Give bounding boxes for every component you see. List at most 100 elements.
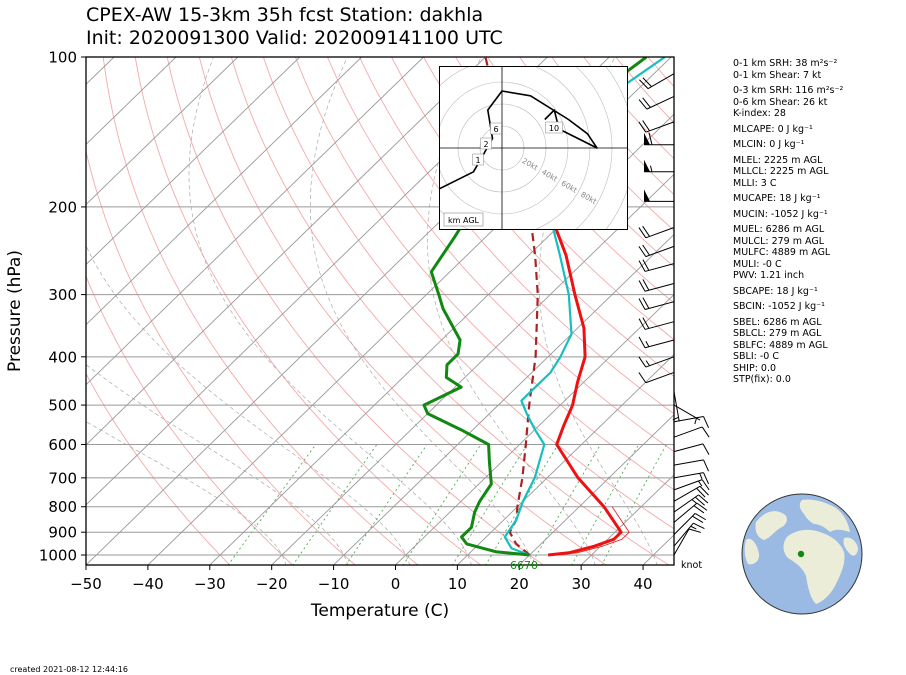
dry-adiabat [423,57,674,341]
index-line: MLCAPE: 0 J kg⁻¹ [733,123,813,135]
index-line: PWV: 1.21 inch [733,270,805,281]
barb-full [638,372,647,384]
wind-barb [638,371,675,384]
barb-full [698,494,709,504]
x-tick-label: 10 [448,575,467,593]
barb-staff [646,95,675,110]
surface-height-label: 6670 [510,559,538,572]
y-tick-label: 500 [48,397,77,415]
barb-full [642,120,650,132]
isotherm [86,57,362,326]
y-tick-label: 700 [48,469,77,487]
isotherm [456,354,674,565]
x-axis-label: Temperature (C) [310,601,449,621]
landmass [755,511,787,540]
barb-staff [644,321,675,330]
dry-adiabat [487,57,674,268]
moist-adiabat [427,57,596,565]
barb-full [688,528,702,533]
barb-full [642,97,651,108]
index-line: 0-6 km Shear: 26 kt [733,96,828,108]
mixing-ratio-line [530,444,601,565]
dry-adiabat [86,149,356,565]
barb-staff [645,245,675,258]
wind-barb [673,472,710,485]
wind-barbs [638,57,710,556]
wind-barb [638,120,675,133]
mixing-ratio-line [292,444,378,565]
index-line: STP(fix): 0.0 [733,374,791,385]
isotherm [86,57,177,145]
mixing-ratio-line [345,444,428,565]
created-timestamp: created 2021-08-12 12:44:16 [10,665,128,674]
y-tick-label: 900 [48,524,77,542]
hodograph-legend: km AGL [448,216,480,225]
wind-barb [673,528,702,556]
landmass [783,529,845,604]
index-line: MUCIN: -1052 J kg⁻¹ [733,208,828,220]
chart-title-line-1: CPEX-AW 15-3km 35h fcst Station: dakhla [86,4,484,26]
y-tick-label: 200 [48,198,77,216]
barb-full [639,79,649,89]
x-tick-label: −50 [70,575,102,593]
index-line: MUCAPE: 18 J kg⁻¹ [733,193,821,204]
barb-full [699,485,709,496]
barb-full [638,246,647,257]
index-line: SBLCL: 279 m AGL [733,328,822,339]
wind-barb [673,404,701,425]
dry-adiabat [102,57,419,565]
isotherm [580,474,674,565]
wind-barb [638,225,675,239]
landmass [744,538,760,565]
barb-full [638,227,647,239]
barb-full [642,297,650,309]
index-line: SBEL: 6286 m AGL [733,316,822,328]
wind-barb [638,279,675,292]
wind-barb [638,317,675,330]
moist-adiabat [538,57,658,565]
y-tick-label: 100 [48,49,77,67]
barb-pennant [644,159,650,172]
x-tick-label: −30 [194,575,226,593]
barb-staff [673,502,698,523]
virtual-temperature-profile [556,506,630,556]
y-tick-label: 600 [48,436,77,454]
index-line: 0-1 km SRH: 38 m²s⁻² [733,58,838,69]
barb-full [692,515,704,524]
index-line: K-index: 28 [733,108,786,119]
barb-full [638,298,646,310]
wind-barb [638,95,675,110]
globe-landmasses [744,499,858,604]
dry-adiabat [326,57,674,453]
barb-staff [673,522,694,547]
x-tick-label: −10 [318,575,350,593]
hodograph-height-label: 6 [493,125,498,134]
hodograph-legend-box [443,212,484,227]
wind-barb [673,494,709,513]
x-tick-label: 30 [572,575,591,593]
barb-staff [645,356,675,368]
wind-barb [638,297,675,310]
wind-barb [673,522,705,547]
barb-full [703,472,710,485]
dry-adiabat [134,57,482,565]
x-tick-label: −20 [256,575,288,593]
barb-staff [645,371,675,384]
barb-full [693,505,705,514]
globe-outline [741,493,863,615]
barb-half [694,417,697,425]
wind-barb [673,416,710,429]
index-line: SBCIN: -1052 J kg⁻¹ [733,301,825,312]
hodograph-height-box [480,137,492,150]
hodograph-height-label: 2 [483,140,488,149]
barb-full [638,336,646,348]
mixing-ratio-line [402,444,482,565]
landmass [799,499,850,532]
barb-full [702,443,710,455]
barb-staff [673,513,696,535]
index-line: MLLI: 3 C [733,177,777,189]
barb-staff [673,528,690,556]
isotherm [518,414,674,565]
index-line: 0-1 km Shear: 7 kt [733,69,822,81]
index-line: MLLCL: 2225 m AGL [733,166,829,177]
